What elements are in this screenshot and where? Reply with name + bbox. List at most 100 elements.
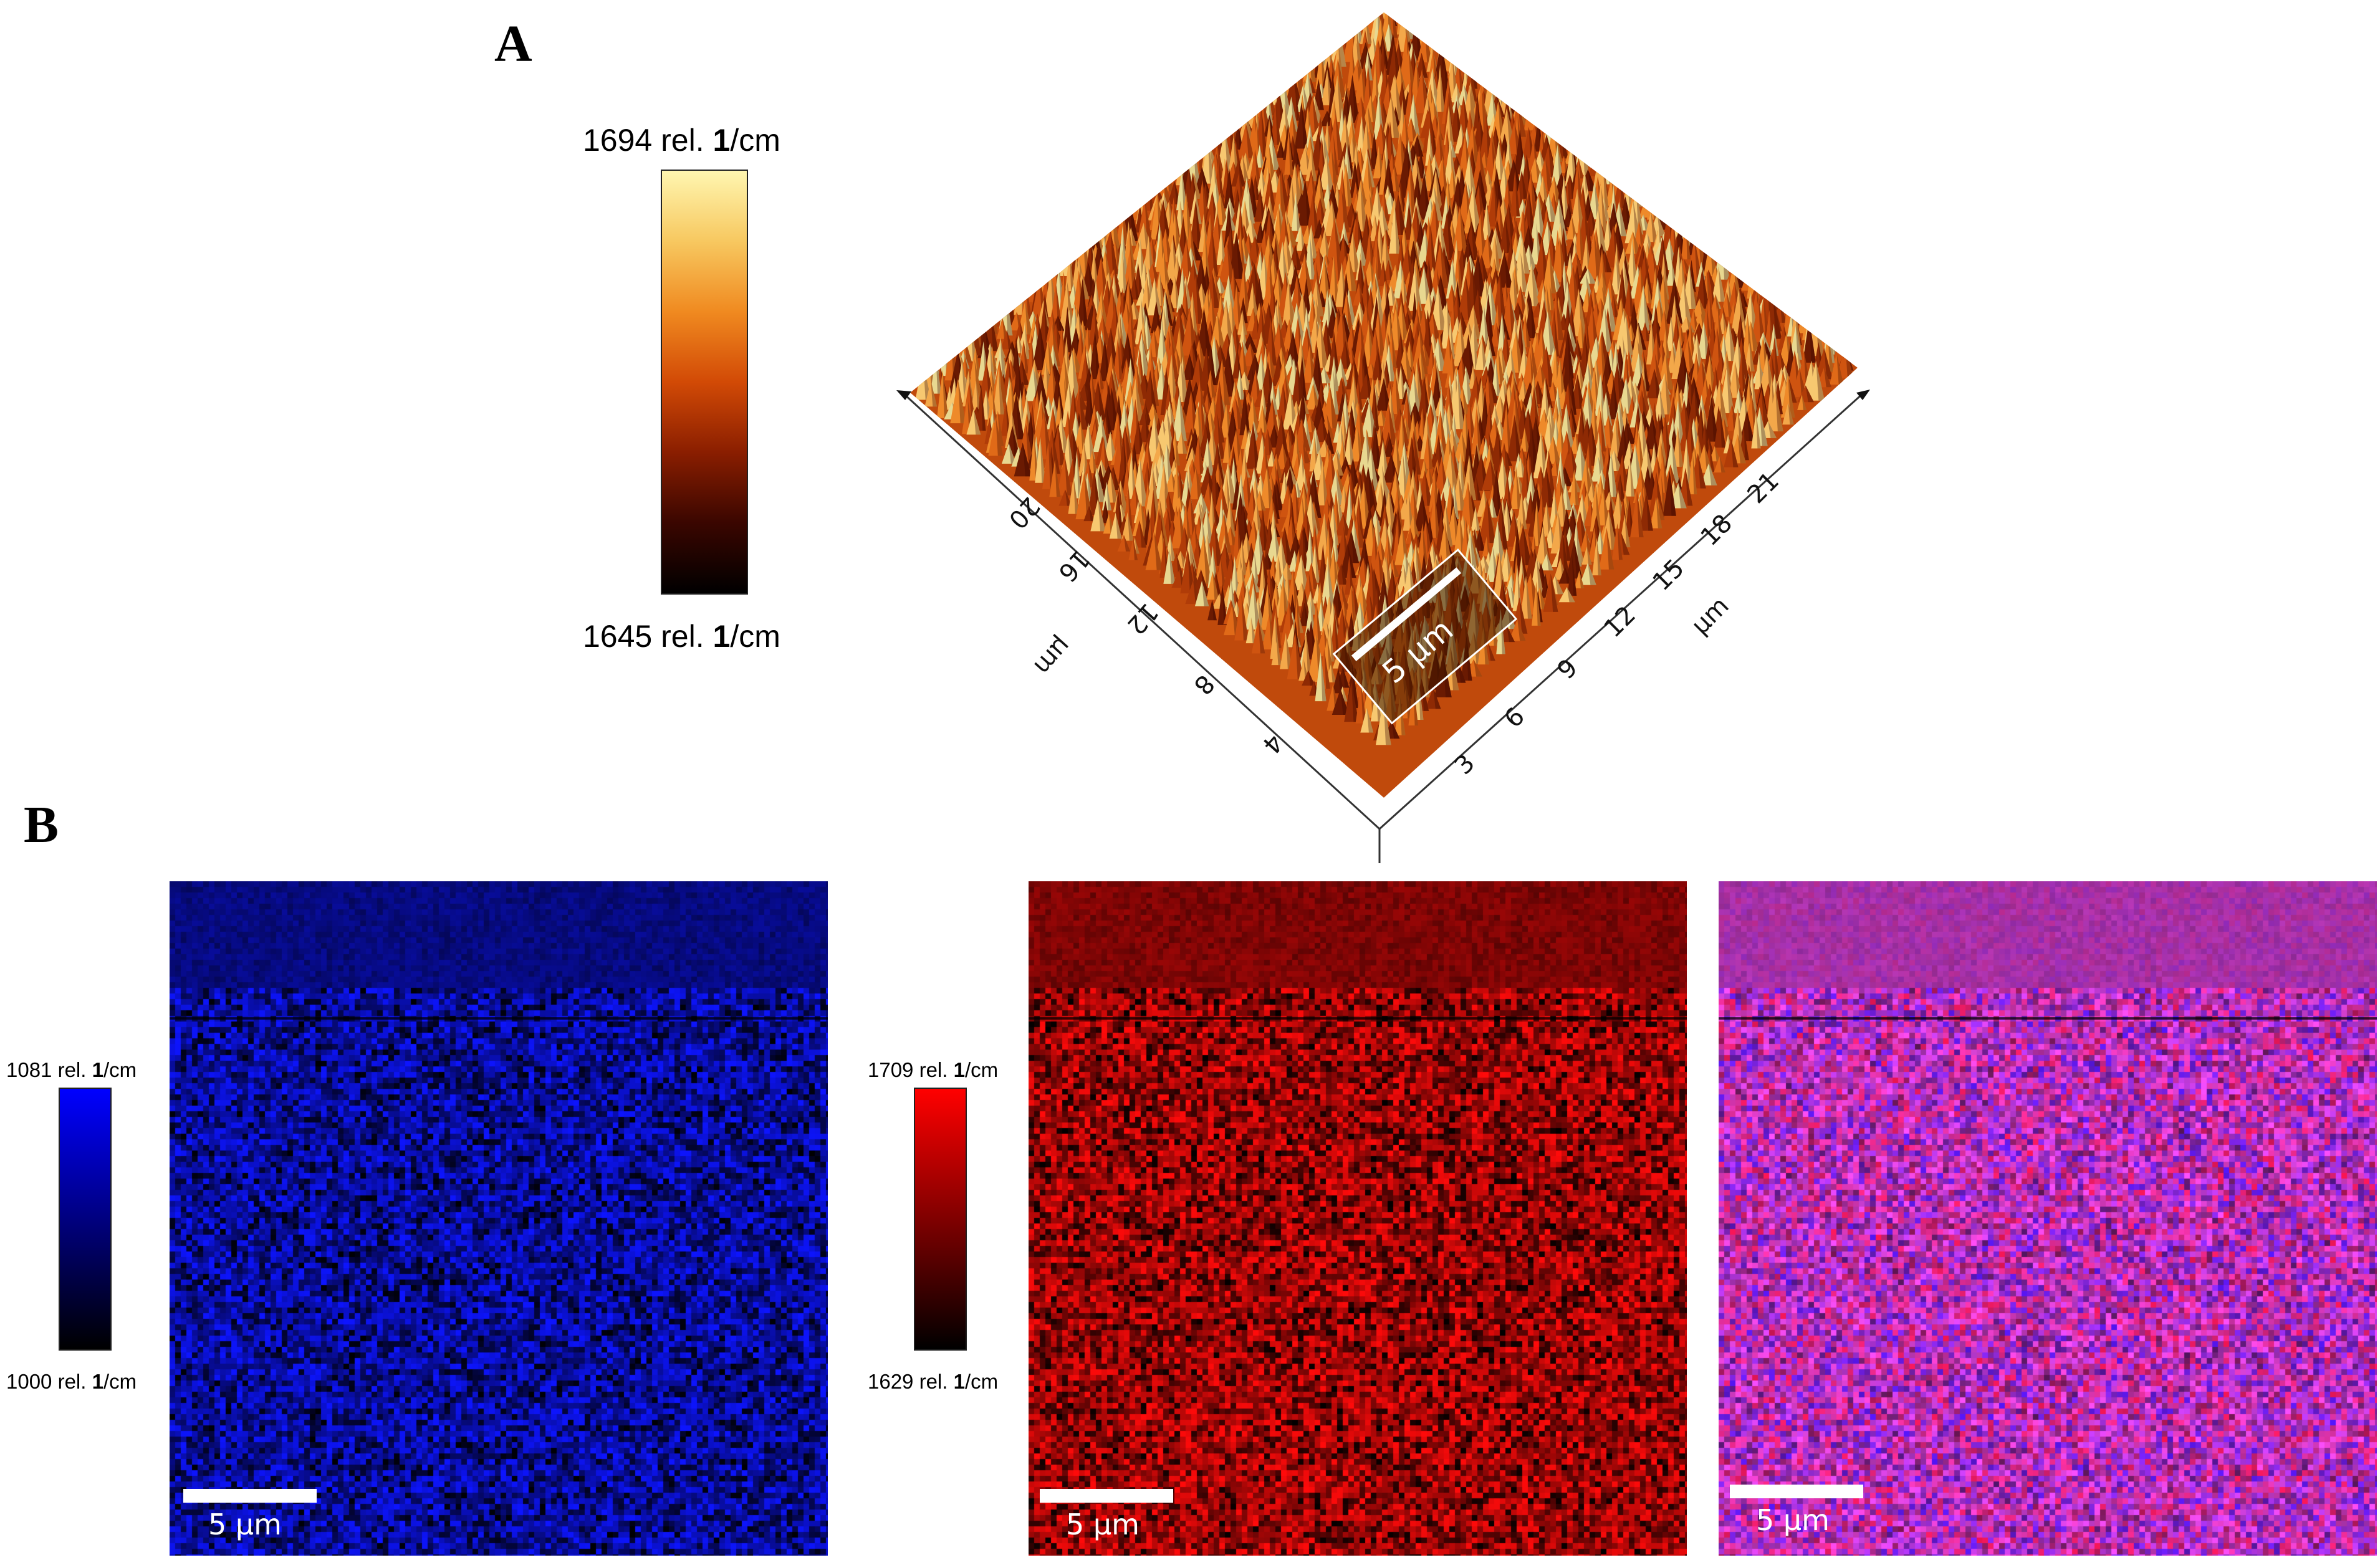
surface-spike-shade: [1338, 58, 1346, 98]
surface-spike: [1546, 176, 1562, 203]
surface-spike-shade: [1619, 201, 1627, 237]
surface-spike: [1471, 146, 1489, 194]
surface-spike: [1571, 161, 1583, 209]
surface-spike-shade: [1472, 123, 1481, 168]
surface-spike: [1360, 17, 1373, 44]
surface-spike-shade: [1637, 158, 1642, 207]
surface-spike-shade: [1631, 323, 1636, 342]
surface-spike-shade: [1671, 259, 1677, 286]
surface-spike-shade: [1583, 128, 1592, 166]
surface-spike: [1400, 49, 1417, 94]
surface-spike: [1802, 318, 1816, 363]
surface-spike-shade: [1605, 250, 1612, 272]
surface-spike: [1417, 29, 1432, 63]
surface-spike-shade: [1527, 154, 1534, 196]
surface-spike-shade: [1634, 301, 1640, 338]
surface-spike-shade: [1571, 215, 1578, 240]
surface-spike-shade: [1693, 307, 1699, 330]
surface-spike: [1597, 248, 1607, 287]
surface-spike-shade: [1598, 206, 1607, 255]
surface-spike-shade: [1542, 113, 1550, 140]
surface-spike: [1632, 158, 1642, 207]
surface-spike-shade: [1548, 193, 1557, 222]
surface-spike-shade: [1632, 237, 1638, 287]
surface-spike: [1792, 367, 1807, 397]
surface-spike-shade: [1643, 214, 1651, 231]
surface-spike-shade: [1400, 132, 1408, 175]
surface-spike-shade: [1588, 169, 1596, 191]
surface-spike-shade: [1626, 315, 1634, 355]
surface-spike: [1576, 273, 1595, 304]
surface-spike-shade: [1429, 128, 1434, 166]
surface-spike-shade: [1769, 310, 1774, 345]
surface-spike: [1623, 278, 1634, 317]
surface-spike: [1435, 64, 1445, 112]
surface-spike-shade: [1824, 347, 1833, 380]
surface-spike-shade: [1625, 196, 1633, 230]
surface-spike: [1617, 267, 1628, 310]
surface-spike: [1651, 303, 1661, 348]
surface-spike: [1726, 404, 1739, 426]
surface-spike-shade: [1763, 337, 1770, 372]
surface-spike: [1559, 155, 1568, 173]
surface-spike-shade: [1516, 220, 1522, 246]
surface-spike-shade: [1608, 215, 1614, 251]
surface-spike: [1385, 121, 1395, 164]
surface-spike: [1333, 34, 1343, 79]
surface-spike: [1396, 12, 1413, 52]
surface-spike-shade: [1421, 152, 1427, 179]
colorbar-a-min-label: 1645 rel. 1/cm: [583, 619, 780, 654]
surface-spike: [1499, 216, 1512, 254]
surface-spike-shade: [1727, 291, 1734, 317]
surface-spike: [1765, 310, 1774, 345]
surface-spike-shade: [1727, 366, 1735, 413]
surface-spike-shade: [1560, 236, 1567, 282]
surface-spike-shade: [1775, 388, 1783, 432]
surface-spike: [1830, 353, 1844, 385]
surface-spike-shade: [1540, 150, 1547, 172]
surface-spike-shade: [1586, 234, 1592, 277]
surface-spike-shade: [1576, 252, 1585, 276]
surface-spike: [1624, 231, 1641, 254]
surface-spike-shade: [1828, 332, 1834, 372]
surface-spike-shade: [1389, 121, 1395, 164]
surface-spike: [1457, 95, 1471, 133]
surface-spike-shade: [1576, 264, 1582, 294]
surface-spike-shade: [1784, 365, 1791, 383]
surface-spike: [1371, 58, 1380, 108]
surface-spike-shade: [1469, 153, 1477, 197]
surface-spike-shade: [1357, 14, 1363, 44]
surface-spike-shade: [1584, 171, 1590, 201]
surface-spike-shade: [1613, 295, 1619, 318]
surface-spike-shade: [1456, 100, 1463, 142]
surface-spike-shade: [1657, 213, 1666, 236]
surface-spike: [1657, 309, 1671, 341]
surface-spike-shade: [1588, 268, 1596, 284]
surface-spike-shade: [1557, 145, 1565, 188]
surface-spike-shade: [1381, 122, 1389, 154]
surface-spike-shade: [1166, 154, 1173, 192]
surface-spike-shade: [1809, 318, 1816, 363]
surface-spike-shade: [1505, 216, 1512, 254]
surface-spike-shade: [1815, 309, 1825, 356]
surface-spike-shade: [1683, 282, 1692, 324]
surface-spike-shade: [1680, 322, 1686, 345]
surface-spike-shade: [1644, 322, 1651, 342]
surface-spike-shade: [1836, 353, 1844, 385]
surface-spike-shade: [1456, 94, 1463, 113]
colorbar-a: [661, 170, 748, 595]
surface-spike-shade: [1416, 17, 1423, 61]
surface-spike-shade: [1528, 244, 1537, 270]
surface-spike-shade: [1750, 321, 1760, 352]
surface-spike-shade: [1652, 180, 1658, 220]
surface-3d-plot: 20 16 12 8 4 µm 21 18 15 12 9 6 3 µm 5 µm: [873, 0, 1895, 873]
surface-spike-shade: [1424, 29, 1432, 63]
surface-spike: [1751, 297, 1765, 343]
surface-spike: [1798, 291, 1811, 333]
surface-spike-shade: [1802, 394, 1807, 410]
surface-spike: [1744, 343, 1755, 371]
surface-spike-shade: [1816, 361, 1825, 401]
surface-spike-shade: [1795, 325, 1802, 360]
surface-spike: [1647, 180, 1658, 220]
